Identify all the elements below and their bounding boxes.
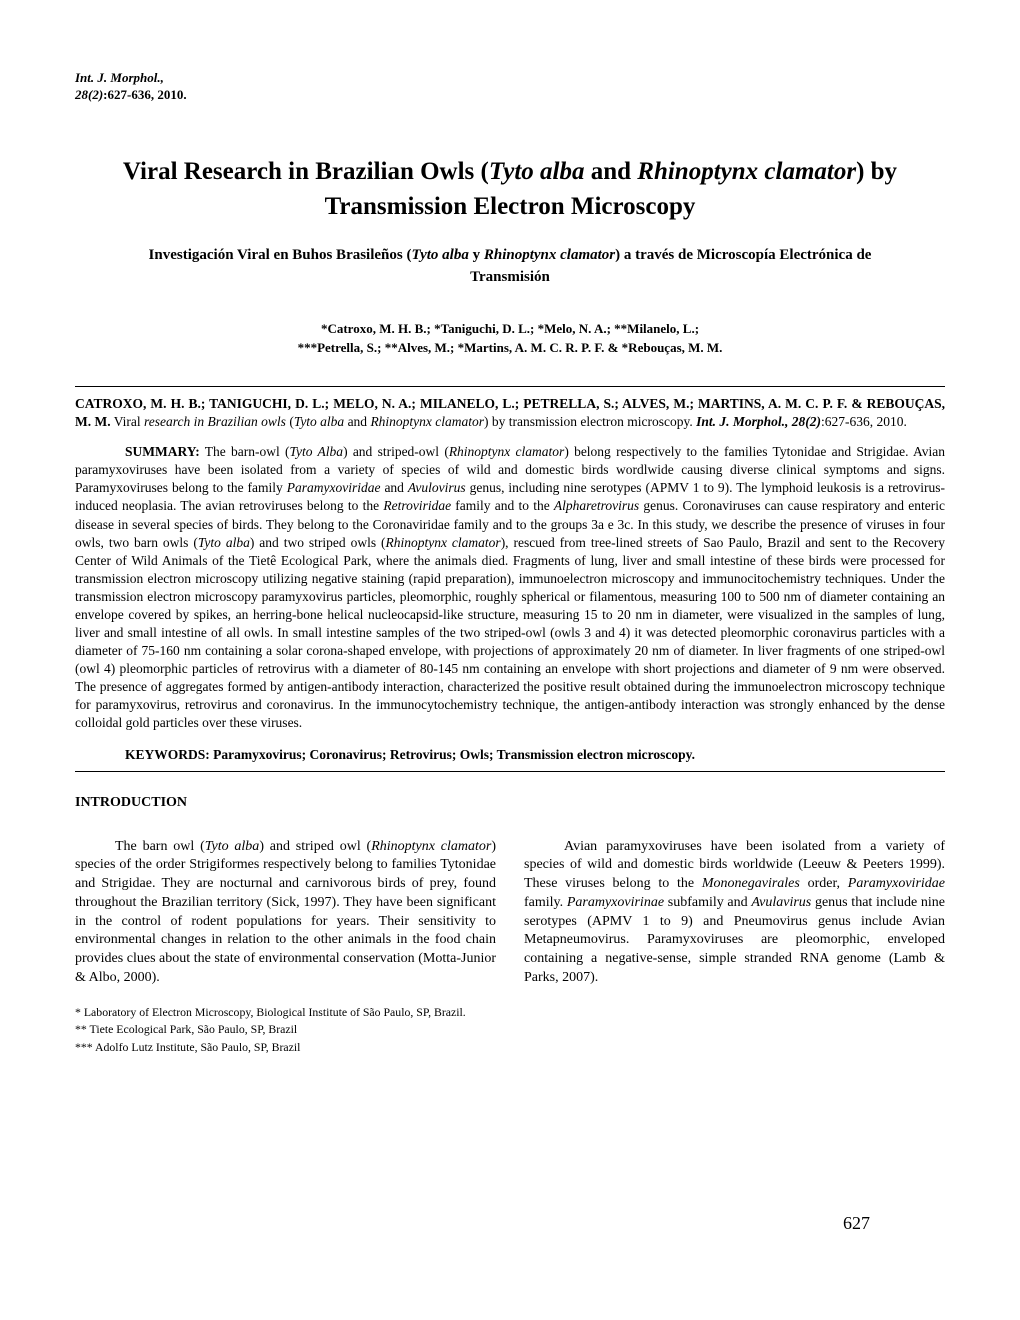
footnote-2: ** Tiete Ecological Park, São Paulo, SP,… <box>75 1021 945 1039</box>
subtitle-species-1: Tyto alba <box>411 247 468 263</box>
col-left-it2: Rhinoptynx clamator <box>371 839 491 854</box>
citation-p4: ) by transmission electron microscopy. <box>484 414 696 429</box>
summary-it6: Alpharetrovirus <box>554 498 639 513</box>
footnote-3: *** Adolfo Lutz Institute, São Paulo, SP… <box>75 1039 945 1057</box>
authors-line-1: *Catroxo, M. H. B.; *Taniguchi, D. L.; *… <box>75 319 945 339</box>
column-right: Avian paramyxoviruses have been isolated… <box>524 838 945 988</box>
divider-top <box>75 386 945 387</box>
title-species-2: Rhinoptynx clamator <box>637 158 856 185</box>
col-right-mid1: order, <box>800 876 848 891</box>
subtitle-mid: y <box>469 247 484 263</box>
title-mid: and <box>584 158 637 185</box>
footnote-1: * Laboratory of Electron Microscopy, Bio… <box>75 1004 945 1022</box>
citation-block: CATROXO, M. H. B.; TANIGUCHI, D. L.; MEL… <box>75 395 945 431</box>
col-left-mid1: ) and striped owl ( <box>259 839 371 854</box>
col-right-it2: Paramyxoviridae <box>848 876 945 891</box>
summary-it4: Avulovirus <box>408 480 466 495</box>
citation-p1: Viral <box>111 414 144 429</box>
summary-b5: family and to the <box>451 498 554 513</box>
divider-bottom <box>75 771 945 772</box>
article-subtitle: Investigación Viral en Buhos Brasileños … <box>135 244 885 289</box>
summary-b3: and <box>380 480 407 495</box>
body-columns: The barn owl (Tyto alba) and striped owl… <box>75 838 945 988</box>
subtitle-species-2: Rhinoptynx clamator <box>484 247 615 263</box>
summary-it5: Retroviridae <box>383 498 451 513</box>
journal-name: Int. J. Morphol., <box>75 70 945 87</box>
citation-tail: :627-636, 2010. <box>821 414 907 429</box>
col-left-post: ) species of the order Strigiformes resp… <box>75 839 496 985</box>
col-right-it1: Mononegavirales <box>702 876 800 891</box>
summary-block: SUMMARY: The barn-owl (Tyto Alba) and st… <box>75 443 945 732</box>
col-right-mid2: family. <box>524 895 567 910</box>
journal-volume: 28(2) <box>75 87 103 102</box>
col-right-it3: Paramyxovirinae <box>567 895 664 910</box>
summary-b8: ), rescued from tree-lined streets of Sa… <box>75 535 945 731</box>
keywords-line: KEYWORDS: Paramyxovirus; Coronavirus; Re… <box>75 746 945 764</box>
authors-block: *Catroxo, M. H. B.; *Taniguchi, D. L.; *… <box>75 319 945 358</box>
summary-it7: Tyto alba <box>198 535 250 550</box>
col-left-pre: The barn owl ( <box>115 839 205 854</box>
journal-header: Int. J. Morphol., 28(2):627-636, 2010. <box>75 70 945 104</box>
citation-it2: Tyto alba <box>294 414 344 429</box>
col-right-it4: Avulavirus <box>751 895 811 910</box>
summary-pre: The barn-owl ( <box>200 444 290 459</box>
article-title: Viral Research in Brazilian Owls (Tyto a… <box>115 154 905 224</box>
summary-b1: ) and striped-owl ( <box>343 444 449 459</box>
summary-it2: Rhinoptynx clamator <box>449 444 565 459</box>
page-number: 627 <box>843 1211 870 1235</box>
section-heading-introduction: INTRODUCTION <box>75 794 945 813</box>
summary-it8: Rhinoptynx clamator <box>386 535 501 550</box>
column-left: The barn owl (Tyto alba) and striped owl… <box>75 838 496 988</box>
citation-p3: and <box>344 414 370 429</box>
col-right-mid3: subfamily and <box>664 895 751 910</box>
journal-volume-line: 28(2):627-636, 2010. <box>75 87 945 104</box>
citation-it3: Rhinoptynx clamator <box>370 414 484 429</box>
authors-line-2: ***Petrella, S.; **Alves, M.; *Martins, … <box>75 338 945 358</box>
title-pre: Viral Research in Brazilian Owls ( <box>123 158 489 185</box>
citation-journal: Int. J. Morphol., 28(2) <box>696 414 821 429</box>
summary-b7: ) and two striped owls ( <box>250 535 386 550</box>
subtitle-pre: Investigación Viral en Buhos Brasileños … <box>149 247 412 263</box>
citation-p2: ( <box>286 414 294 429</box>
citation-it1: research in Brazilian owls <box>144 414 286 429</box>
title-species-1: Tyto alba <box>489 158 585 185</box>
summary-it1: Tyto Alba <box>290 444 344 459</box>
summary-it3: Paramyxoviridae <box>287 480 381 495</box>
footnotes-block: * Laboratory of Electron Microscopy, Bio… <box>75 1004 945 1057</box>
journal-pages: :627-636, 2010. <box>103 87 186 102</box>
summary-label: SUMMARY: <box>125 444 200 459</box>
col-left-it1: Tyto alba <box>205 839 260 854</box>
